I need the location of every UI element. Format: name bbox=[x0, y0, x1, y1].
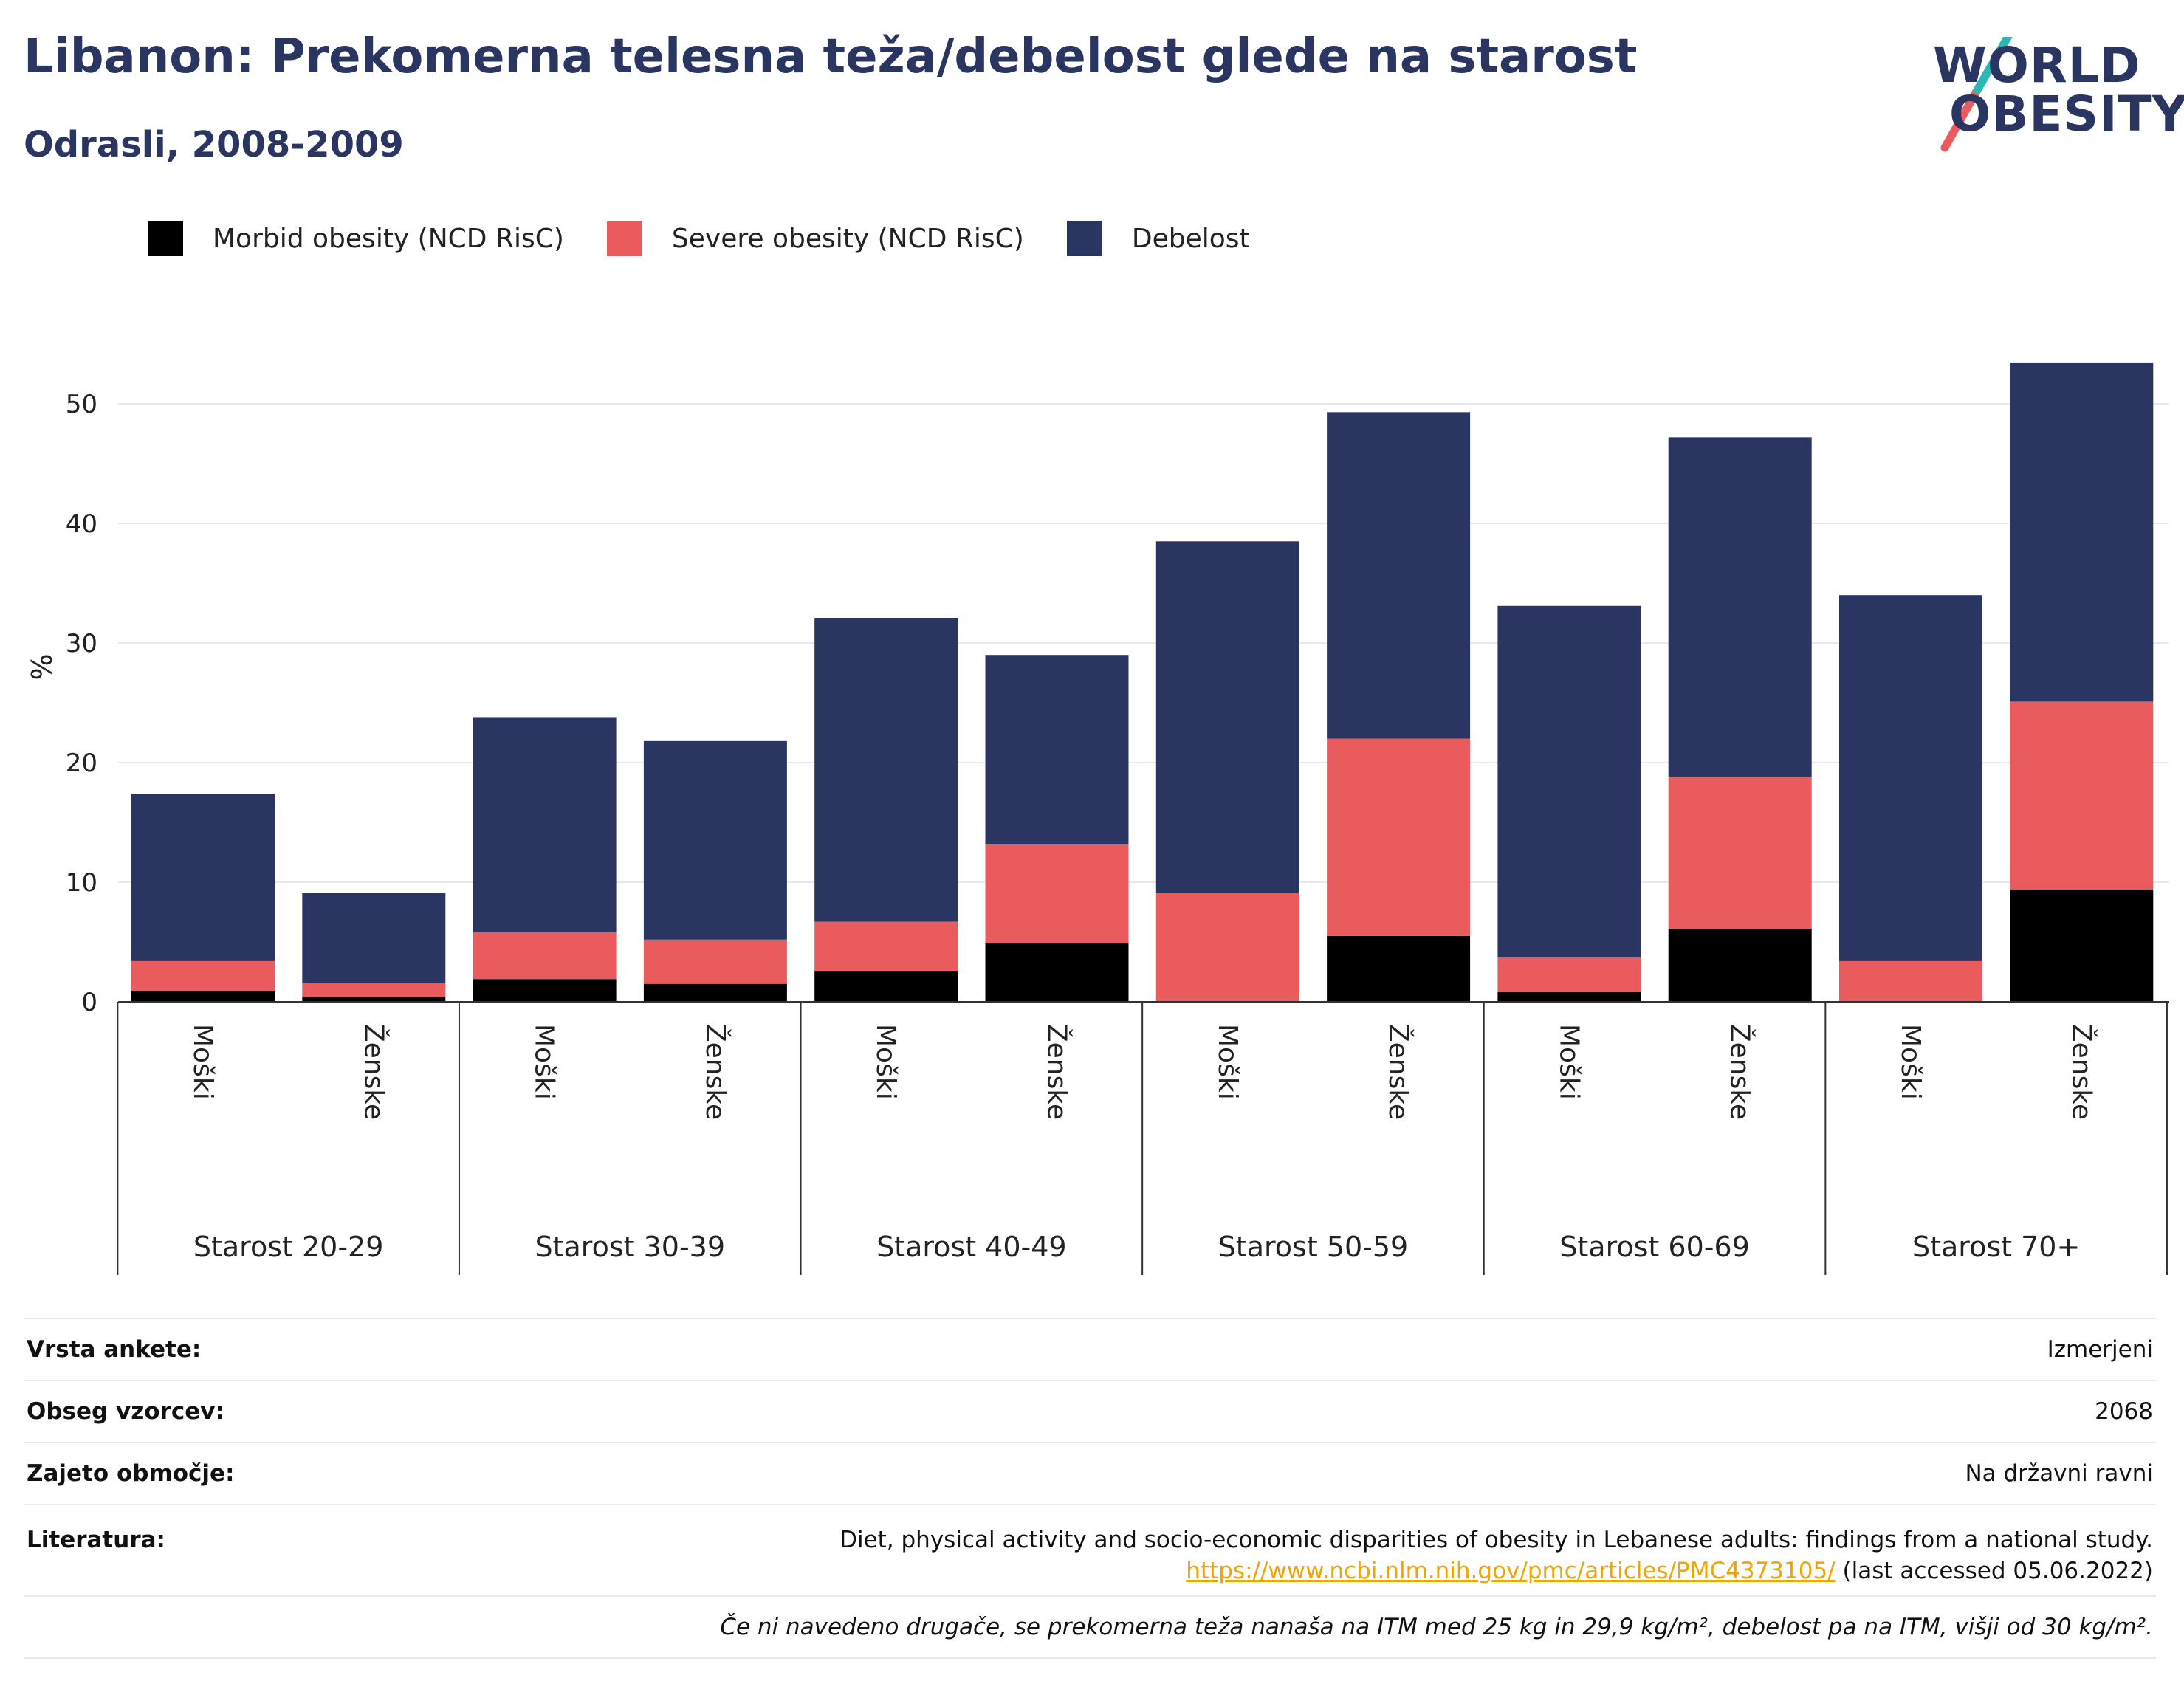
bar-segment-severe bbox=[131, 960, 275, 991]
x-tick-label: Ženske bbox=[700, 1024, 731, 1120]
bar-segment-obesity bbox=[643, 740, 787, 940]
legend-item-obesity[interactable]: Debelost bbox=[1066, 221, 1250, 256]
bar-segment-obesity bbox=[1497, 605, 1641, 958]
x-tick-label: Moški bbox=[1553, 1024, 1584, 1100]
logo-text-world: WORLD bbox=[1933, 37, 2141, 94]
y-tick-label: 50 bbox=[66, 390, 97, 419]
bar-segment-severe bbox=[1839, 960, 1982, 1002]
bar-segment-obesity bbox=[1327, 412, 1471, 739]
chart-legend: Morbid obesity (NCD RisC) Severe obesity… bbox=[148, 220, 1293, 257]
x-tick-label: Moški bbox=[529, 1024, 560, 1100]
bar-segment-severe bbox=[302, 983, 446, 997]
bar-segment-obesity bbox=[814, 617, 958, 922]
logo-text-obesity: OBESITY bbox=[1949, 86, 2184, 142]
bar-segment-morbid bbox=[643, 983, 787, 1002]
info-key: Obseg vzorcev: bbox=[24, 1380, 325, 1443]
x-tick-label: Moški bbox=[188, 1024, 218, 1100]
bar-segment-morbid bbox=[2010, 889, 2154, 1002]
group-label: Starost 70+ bbox=[1912, 1231, 2080, 1263]
bar-segment-morbid bbox=[985, 943, 1129, 1002]
bar-segment-severe bbox=[643, 939, 787, 984]
bar-segment-morbid bbox=[131, 991, 275, 1002]
bar-segment-morbid bbox=[1327, 935, 1471, 1002]
bar-segment-severe bbox=[473, 932, 617, 980]
x-tick-label: Ženske bbox=[1383, 1024, 1414, 1120]
info-row-coverage: Zajeto območje: Na državni ravni bbox=[24, 1442, 2156, 1505]
y-tick-label: 0 bbox=[81, 988, 97, 1017]
x-tick-label: Ženske bbox=[358, 1024, 389, 1120]
bar-segment-obesity bbox=[985, 655, 1129, 845]
x-tick-label: Ženske bbox=[2066, 1024, 2097, 1120]
bar-segment-severe bbox=[1327, 738, 1471, 936]
literature-link[interactable]: https://www.ncbi.nlm.nih.gov/pmc/article… bbox=[1186, 1558, 1836, 1584]
y-tick-label: 30 bbox=[66, 629, 97, 659]
bar-segment-obesity bbox=[1668, 437, 1812, 777]
x-tick-label: Moški bbox=[1895, 1024, 1926, 1100]
world-obesity-logo: WORLD OBESITY bbox=[1920, 37, 2184, 155]
x-tick-label: Moški bbox=[870, 1024, 901, 1100]
x-tick-label: Ženske bbox=[1042, 1024, 1073, 1120]
bar-segment-severe bbox=[1155, 893, 1299, 1002]
legend-item-morbid[interactable]: Morbid obesity (NCD RisC) bbox=[148, 221, 564, 256]
info-key: Literatura: bbox=[24, 1504, 325, 1596]
x-tick-label: Moški bbox=[1212, 1024, 1243, 1100]
literature-text: Diet, physical activity and socio-econom… bbox=[839, 1527, 2153, 1553]
bar-segment-obesity bbox=[2010, 362, 2154, 702]
y-tick-label: 20 bbox=[66, 749, 97, 778]
y-tick-label: 10 bbox=[66, 868, 97, 898]
legend-swatch-morbid bbox=[148, 221, 183, 256]
y-tick-label: 40 bbox=[66, 509, 97, 539]
bar-segment-morbid bbox=[1497, 992, 1641, 1002]
chart-subtitle: Odrasli, 2008-2009 bbox=[24, 124, 404, 165]
bar-segment-severe bbox=[1497, 957, 1641, 993]
bar-segment-obesity bbox=[131, 794, 275, 961]
legend-item-severe[interactable]: Severe obesity (NCD RisC) bbox=[606, 221, 1024, 256]
legend-label-severe: Severe obesity (NCD RisC) bbox=[671, 223, 1024, 254]
legend-label-obesity: Debelost bbox=[1131, 223, 1250, 254]
info-value: Izmerjeni bbox=[325, 1318, 2156, 1381]
bar-segment-obesity bbox=[473, 717, 617, 933]
legend-label-morbid: Morbid obesity (NCD RisC) bbox=[213, 223, 564, 254]
chart-title: Libanon: Prekomerna telesna teža/debelos… bbox=[24, 30, 1638, 84]
info-row-literature: Literatura: Diet, physical activity and … bbox=[24, 1504, 2156, 1596]
info-row-sample-size: Obseg vzorcev: 2068 bbox=[24, 1380, 2156, 1443]
info-row-survey-type: Vrsta ankete: Izmerjeni bbox=[24, 1318, 2156, 1381]
x-tick-label: Ženske bbox=[1725, 1024, 1756, 1120]
group-label: Starost 20-29 bbox=[193, 1231, 384, 1263]
footnote-text: Če ni navedeno drugače, se prekomerna te… bbox=[24, 1595, 2156, 1659]
bar-segment-obesity bbox=[1155, 541, 1299, 893]
bar-segment-severe bbox=[1668, 777, 1812, 929]
info-key: Vrsta ankete: bbox=[24, 1318, 325, 1381]
group-label: Starost 30-39 bbox=[535, 1231, 725, 1263]
info-row-footnote: Če ni navedeno drugače, se prekomerna te… bbox=[24, 1595, 2156, 1659]
y-axis-label: % bbox=[26, 653, 58, 680]
bar-segment-severe bbox=[985, 844, 1129, 943]
logo-slash-icon bbox=[1940, 37, 2013, 152]
bar-segment-morbid bbox=[302, 997, 446, 1002]
info-value: Na državni ravni bbox=[325, 1442, 2156, 1505]
bar-segment-severe bbox=[2010, 701, 2154, 890]
survey-info-table: Vrsta ankete: Izmerjeni Obseg vzorcev: 2… bbox=[24, 1318, 2156, 1659]
info-value: 2068 bbox=[325, 1380, 2156, 1443]
legend-swatch-severe bbox=[606, 221, 642, 256]
literature-accessed: (last accessed 05.06.2022) bbox=[1842, 1558, 2153, 1584]
group-label: Starost 50-59 bbox=[1218, 1231, 1409, 1263]
stacked-bar-chart: 0 10 20 30 40 50% Moški Ženske Moški Ženske Moški Ž… bbox=[26, 362, 2169, 1275]
group-label: Starost 60-69 bbox=[1559, 1231, 1750, 1263]
info-key: Zajeto območje: bbox=[24, 1442, 325, 1505]
info-value-literature: Diet, physical activity and socio-econom… bbox=[325, 1504, 2156, 1596]
bar-segment-morbid bbox=[814, 970, 958, 1002]
bar-segment-morbid bbox=[1668, 929, 1812, 1002]
group-label: Starost 40-49 bbox=[876, 1231, 1067, 1263]
bar-segment-morbid bbox=[473, 979, 617, 1002]
bar-segment-obesity bbox=[302, 893, 446, 983]
bar-segment-severe bbox=[814, 921, 958, 971]
bar-segment-obesity bbox=[1839, 595, 1982, 961]
legend-swatch-obesity bbox=[1066, 221, 1102, 256]
